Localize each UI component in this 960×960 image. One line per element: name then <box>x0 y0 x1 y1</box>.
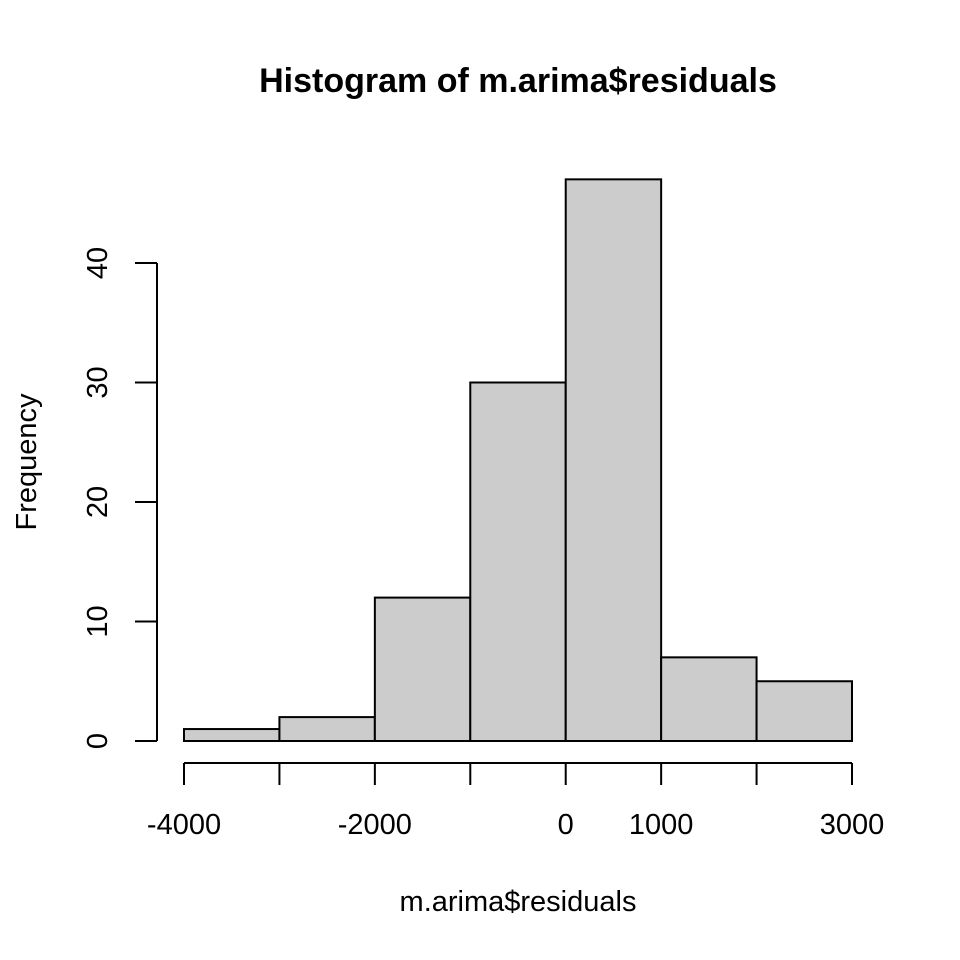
histogram-bar <box>373 596 472 742</box>
histogram-bar <box>278 716 376 742</box>
y-tick-label: 30 <box>82 366 114 398</box>
histogram-bar <box>183 728 281 742</box>
x-axis-label: m.arima$residuals <box>400 886 637 918</box>
x-tick-label: -2000 <box>338 809 412 841</box>
y-tick-label: 0 <box>82 733 114 749</box>
y-tick-label: 10 <box>82 605 114 637</box>
y-tick-label: 40 <box>82 247 114 279</box>
y-axis-label: Frequency <box>11 393 43 531</box>
y-axis: 0 10 20 30 40 <box>82 247 158 749</box>
x-tick-label: 0 <box>558 809 574 841</box>
histogram-bar <box>564 178 663 743</box>
histogram-bar <box>469 381 567 742</box>
chart-title: Histogram of m.arima$residuals <box>259 62 777 100</box>
x-tick-label: 1000 <box>629 809 694 841</box>
x-tick-label: -4000 <box>147 809 221 841</box>
y-tick-label: 20 <box>82 486 114 518</box>
x-axis: -4000 -2000 0 1000 3000 <box>147 762 885 841</box>
x-tick-label: 3000 <box>820 809 885 841</box>
histogram-bar <box>755 680 853 742</box>
bars-group <box>183 178 853 743</box>
histogram-bar <box>660 656 758 742</box>
